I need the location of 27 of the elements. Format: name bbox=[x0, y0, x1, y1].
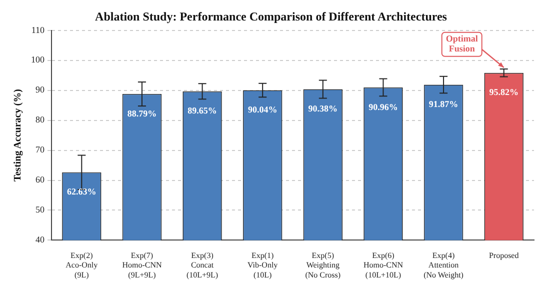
x-tick-label: Exp(2) Aco-Only (9L) bbox=[66, 251, 98, 280]
x-tick-label: Proposed bbox=[488, 251, 519, 260]
x-tick-label: Exp(4) Attention (No Weight) bbox=[424, 251, 464, 280]
y-tick-label: 100 bbox=[31, 54, 45, 65]
x-tick-label: Exp(3) Concat (10L+9L) bbox=[186, 251, 218, 280]
chart-title: Ablation Study: Performance Comparison of Different Architectures bbox=[95, 9, 448, 24]
y-tick-label: 110 bbox=[31, 24, 45, 35]
y-axis-title: Testing Accuracy (%) bbox=[12, 89, 24, 182]
y-tick-label: 40 bbox=[36, 234, 45, 245]
y-tick-label: 60 bbox=[36, 174, 45, 185]
y-tick-label: 50 bbox=[36, 204, 45, 215]
x-tick-label: Exp(1) Vib-Only (10L) bbox=[248, 251, 278, 280]
y-tick-label: 70 bbox=[36, 144, 45, 155]
data-label: 62.63% bbox=[67, 186, 96, 197]
data-label: 90.96% bbox=[368, 102, 398, 112]
data-label: 91.87% bbox=[428, 99, 458, 110]
x-tick-label: Exp(7) Homo-CNN (9L+9L) bbox=[122, 251, 162, 280]
y-tick-label: 80 bbox=[36, 114, 45, 125]
data-label: 90.04% bbox=[248, 104, 278, 115]
data-label: 89.65% bbox=[188, 106, 217, 116]
x-tick-label: Exp(6) Homo-CNN (10L+10L) bbox=[363, 251, 404, 280]
data-label: 90.38% bbox=[308, 104, 338, 114]
y-tick-label: 90 bbox=[36, 84, 45, 95]
data-label: 95.82% bbox=[489, 87, 518, 98]
x-tick-label: Exp(5) Weighting (No Cross) bbox=[305, 251, 341, 280]
annotation: Optimal Fusion bbox=[446, 34, 478, 54]
data-label: 88.79% bbox=[127, 108, 157, 118]
